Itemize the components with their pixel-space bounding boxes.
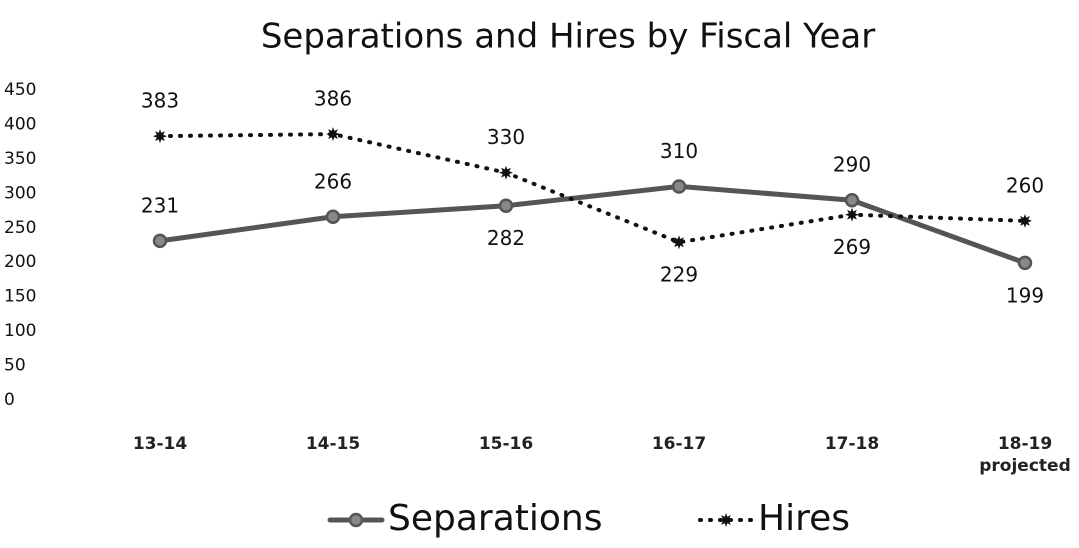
x-tick-label: 16-17: [651, 434, 707, 454]
y-tick-label: 100: [4, 321, 36, 341]
point: [1017, 255, 1033, 271]
point: [326, 127, 340, 142]
data-label: 383: [141, 89, 179, 113]
chart-title: Separations and Hires by Fiscal Year: [261, 17, 875, 57]
data-label: 231: [141, 193, 179, 217]
x-tick-label: 15-16: [478, 434, 534, 454]
point: [152, 233, 168, 249]
series-line: [158, 132, 1027, 245]
legend-marker: [719, 513, 733, 527]
x-tick-label: 14-15: [305, 434, 361, 454]
y-tick-label: 150: [4, 287, 36, 307]
point: [1018, 213, 1032, 228]
data-label: 290: [833, 153, 871, 177]
y-tick-label: 400: [4, 114, 36, 134]
data-label: 260: [1006, 173, 1044, 197]
point: [325, 209, 341, 225]
point: [672, 235, 686, 250]
data-label: 269: [833, 235, 871, 259]
series-line: [157, 183, 1028, 266]
y-tick-label: 300: [4, 183, 36, 203]
x-tick-label: 17-18: [824, 434, 880, 454]
data-label: 330: [487, 125, 525, 149]
data-label: 386: [314, 87, 352, 111]
data-label: 282: [487, 226, 525, 250]
data-label: 229: [660, 263, 698, 287]
data-label: 310: [660, 139, 698, 163]
legend-marker: [348, 512, 364, 528]
data-label: 266: [314, 169, 352, 193]
y-tick-label: 200: [4, 252, 36, 272]
legend-label: Separations: [388, 498, 603, 539]
point: [498, 198, 514, 213]
y-tick-label: 350: [4, 149, 36, 169]
point: [499, 165, 513, 180]
y-tick-label: 450: [4, 80, 36, 100]
y-tick-label: 250: [4, 218, 36, 238]
y-tick-label: 0: [4, 390, 15, 410]
point: [844, 192, 860, 208]
x-tick-label: 18-19 projected: [979, 434, 1071, 476]
point: [845, 207, 859, 222]
point: [153, 129, 167, 144]
y-tick-label: 50: [4, 356, 26, 376]
legend-label: Hires: [758, 498, 850, 539]
point: [671, 179, 687, 194]
data-label: 199: [1006, 283, 1044, 307]
x-tick-label: 13-14: [132, 434, 188, 454]
